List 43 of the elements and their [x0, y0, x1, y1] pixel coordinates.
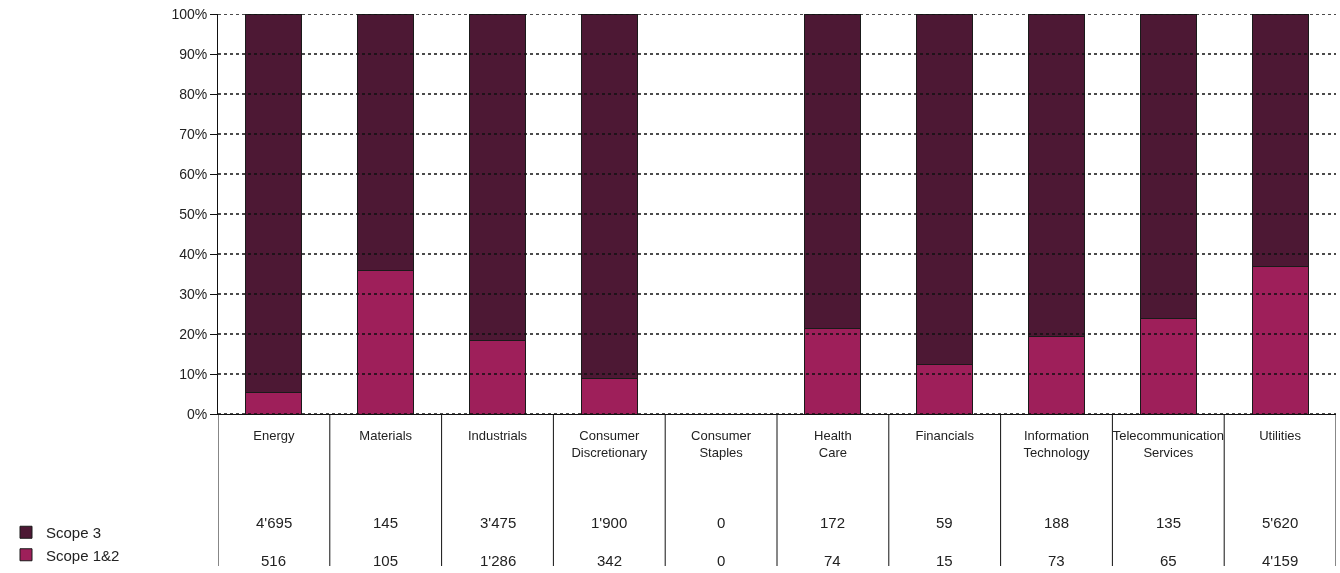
text: 59 — [936, 514, 953, 531]
y-tick-label: 60% — [179, 165, 208, 182]
x-tick-label: Information Technology — [1023, 427, 1090, 460]
text: 15 — [936, 552, 953, 569]
legend-label: Scope 1&2 — [46, 546, 120, 564]
text: 105 — [373, 552, 399, 569]
x-tick-label: Health Care — [814, 427, 852, 460]
text: 516 — [261, 552, 287, 569]
text: 5'620 — [1262, 514, 1299, 531]
x-tick-label: Financials — [915, 427, 975, 443]
x-tick-label: Materials — [359, 427, 413, 443]
y-tick-label: 10% — [179, 365, 208, 382]
text: 3'475 — [480, 514, 517, 531]
y-tick-label: 50% — [179, 205, 208, 222]
x-tick-label: Energy — [253, 427, 295, 443]
text: 172 — [820, 514, 846, 531]
legend-label: Scope 3 — [46, 524, 102, 542]
text: 73 — [1048, 552, 1065, 569]
text: 0 — [717, 514, 726, 531]
x-tick-label: Industrials — [467, 427, 528, 443]
y-tick-label: 30% — [179, 285, 208, 302]
x-tick-label: Utilities — [1259, 427, 1302, 443]
text: 65 — [1160, 552, 1177, 569]
text: 145 — [373, 514, 399, 531]
x-tick-label: Telecommunication Services — [1112, 427, 1224, 460]
text: 4'159 — [1262, 552, 1299, 569]
text: 0 — [717, 552, 726, 569]
x-tick-label: Consumer Discretionary — [571, 427, 648, 460]
text: 1'286 — [480, 552, 517, 569]
y-tick-label: 0% — [186, 405, 208, 422]
text: 1'900 — [591, 514, 628, 531]
y-tick-label: 80% — [179, 85, 208, 102]
text: 74 — [824, 552, 841, 569]
text: 135 — [1156, 514, 1182, 531]
text: 342 — [597, 552, 623, 569]
text: 4'695 — [256, 514, 293, 531]
y-tick-label: 90% — [179, 45, 208, 62]
y-tick-label: 40% — [179, 245, 208, 262]
y-tick-label: 70% — [179, 125, 208, 142]
y-tick-label: 100% — [171, 5, 208, 22]
y-tick-label: 20% — [179, 325, 208, 342]
text: 188 — [1044, 514, 1070, 531]
x-tick-label: Consumer Staples — [691, 427, 752, 460]
